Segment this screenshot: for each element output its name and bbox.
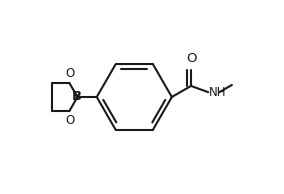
Text: B: B: [72, 90, 82, 103]
Text: O: O: [66, 114, 75, 127]
Text: O: O: [186, 52, 196, 65]
Text: O: O: [66, 67, 75, 80]
Text: NH: NH: [209, 86, 227, 99]
